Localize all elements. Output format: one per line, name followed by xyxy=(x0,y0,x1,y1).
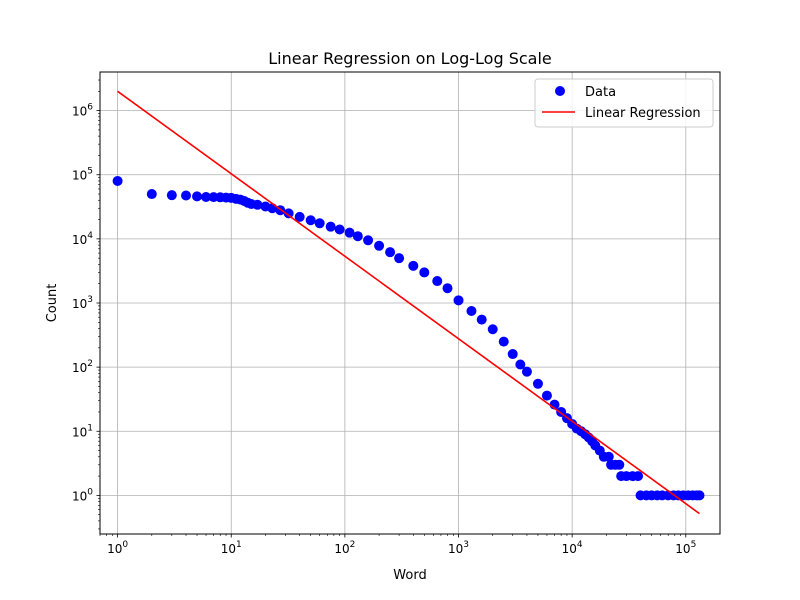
data-point xyxy=(694,490,705,501)
x-tick-label: 101 xyxy=(221,540,242,556)
data-point xyxy=(344,227,355,238)
x-tick-base: 10 xyxy=(107,542,122,556)
y-tick-base: 10 xyxy=(72,425,87,439)
data-point xyxy=(314,218,325,229)
x-tick-base: 10 xyxy=(448,542,463,556)
legend-data-label: Data xyxy=(585,85,616,100)
y-tick-label: 103 xyxy=(72,295,93,311)
data-point xyxy=(252,199,263,210)
data-point xyxy=(334,224,345,235)
legend-box xyxy=(534,78,714,128)
x-tick-exponent: 5 xyxy=(691,540,697,550)
data-point xyxy=(498,336,509,347)
data-point xyxy=(614,459,625,470)
y-tick-base: 10 xyxy=(72,105,87,119)
legend-regression-label: Linear Regression xyxy=(585,106,701,121)
x-tick-label: 102 xyxy=(334,540,355,556)
data-point xyxy=(374,240,385,251)
y-tick-label: 104 xyxy=(72,231,93,247)
x-tick-label: 103 xyxy=(448,540,469,556)
data-point xyxy=(112,175,123,186)
data-point xyxy=(408,260,419,271)
x-tick-label: 100 xyxy=(107,540,128,556)
y-tick-exponent: 5 xyxy=(87,167,93,177)
series-layer xyxy=(112,90,705,515)
y-tick-base: 10 xyxy=(72,233,87,247)
y-axis-label: Count xyxy=(45,284,60,323)
legend-data-marker xyxy=(555,86,565,96)
y-tick-label: 101 xyxy=(72,423,93,439)
y-tick-base: 10 xyxy=(72,297,87,311)
legend: Data Linear Regression xyxy=(534,78,714,128)
x-tick-base: 10 xyxy=(562,542,577,556)
data-point xyxy=(507,349,518,360)
data-point xyxy=(305,215,316,226)
data-point xyxy=(166,190,177,201)
data-point xyxy=(515,359,526,370)
data-point xyxy=(146,189,157,200)
data-point xyxy=(192,191,203,202)
y-tick-base: 10 xyxy=(72,489,87,503)
chart-title: Linear Regression on Log-Log Scale xyxy=(268,49,552,68)
data-point xyxy=(363,235,374,246)
x-tick-base: 10 xyxy=(675,542,690,556)
data-point xyxy=(419,267,430,278)
x-tick-base: 10 xyxy=(334,542,349,556)
x-tick-label: 104 xyxy=(562,540,583,556)
data-point xyxy=(294,211,305,222)
data-point xyxy=(385,247,396,258)
y-tick-label: 106 xyxy=(72,103,93,119)
y-tick-base: 10 xyxy=(72,169,87,183)
y-tick-exponent: 6 xyxy=(87,103,93,113)
y-tick-label: 100 xyxy=(72,487,93,503)
y-tick-exponent: 4 xyxy=(87,231,93,241)
data-point xyxy=(283,208,294,219)
data-point xyxy=(325,221,336,232)
data-point xyxy=(532,378,543,389)
data-point xyxy=(201,191,212,202)
y-tick-label: 105 xyxy=(72,167,93,183)
x-tick-exponent: 4 xyxy=(577,540,583,550)
data-point xyxy=(352,231,363,242)
x-tick-exponent: 0 xyxy=(122,540,128,550)
data-point xyxy=(487,324,498,335)
data-point xyxy=(476,314,487,325)
y-tick-exponent: 0 xyxy=(87,487,93,497)
x-tick-label: 105 xyxy=(675,540,696,556)
x-axis-label: Word xyxy=(393,568,426,583)
x-tick-exponent: 2 xyxy=(350,540,356,550)
x-tick-exponent: 3 xyxy=(463,540,469,550)
y-tick-base: 10 xyxy=(72,361,87,375)
data-point xyxy=(432,276,443,287)
data-point xyxy=(453,295,464,306)
y-tick-exponent: 3 xyxy=(87,295,93,305)
x-tick-base: 10 xyxy=(221,542,236,556)
data-point xyxy=(603,451,614,462)
data-point xyxy=(521,366,532,377)
data-point xyxy=(466,306,477,317)
data-point xyxy=(442,283,453,294)
regression-line xyxy=(117,90,700,515)
data-point xyxy=(394,253,405,264)
y-tick-exponent: 1 xyxy=(87,423,93,433)
y-tick-exponent: 2 xyxy=(87,359,93,369)
x-tick-exponent: 1 xyxy=(236,540,242,550)
data-point xyxy=(181,190,192,201)
data-point xyxy=(541,390,552,401)
y-tick-label: 102 xyxy=(72,359,93,375)
data-point xyxy=(633,471,644,482)
